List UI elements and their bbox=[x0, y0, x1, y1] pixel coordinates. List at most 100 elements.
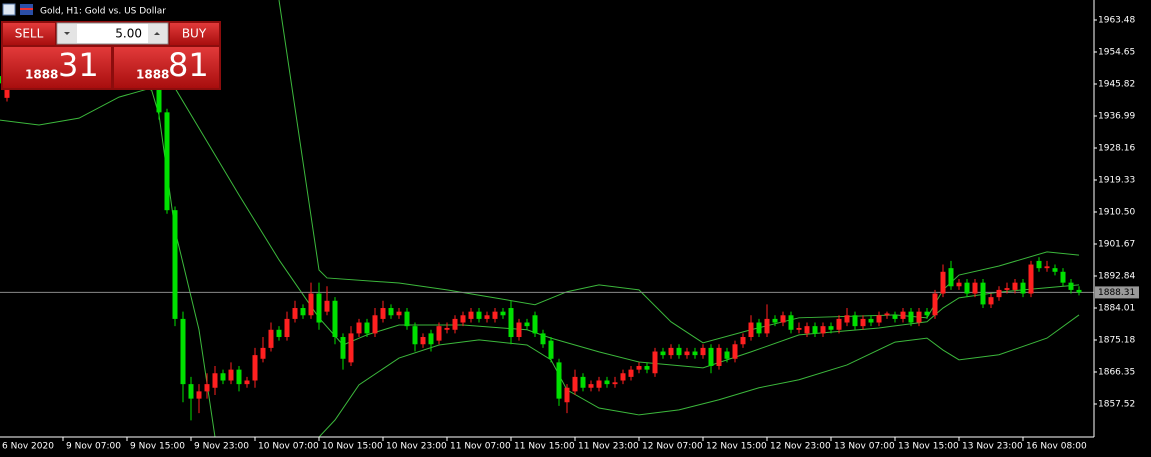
x-tick-label: 12 Nov 23:00 bbox=[770, 442, 831, 452]
candle-body bbox=[1044, 266, 1050, 269]
candle-body bbox=[260, 347, 266, 359]
candle-body bbox=[788, 315, 794, 330]
buy-button[interactable] bbox=[170, 23, 219, 45]
candle-body bbox=[508, 308, 514, 338]
candle-body bbox=[252, 355, 258, 381]
candle-body bbox=[532, 315, 538, 334]
ask-box[interactable] bbox=[114, 47, 219, 88]
x-tick-label: 11 Nov 07:00 bbox=[450, 442, 511, 452]
candle-body bbox=[828, 326, 834, 330]
y-tick-label: 1963.48 bbox=[1098, 16, 1135, 26]
candle-body bbox=[612, 382, 618, 385]
candle-body bbox=[316, 293, 322, 323]
candle-body bbox=[436, 326, 442, 341]
candle-body bbox=[1068, 282, 1074, 290]
candle-body bbox=[732, 344, 738, 359]
candle-body bbox=[268, 329, 274, 348]
ask-price: 1888 bbox=[136, 68, 169, 82]
candle-body bbox=[1052, 268, 1058, 272]
up-arrow bbox=[154, 32, 160, 35]
candle-body bbox=[988, 297, 994, 305]
candle-body bbox=[748, 322, 754, 338]
candle-body bbox=[580, 376, 586, 388]
candle-body bbox=[676, 347, 682, 356]
candle-body bbox=[332, 300, 338, 338]
volume-box[interactable] bbox=[56, 22, 169, 45]
candle-body bbox=[524, 322, 530, 327]
x-tick-label: 10 Nov 23:00 bbox=[386, 442, 447, 452]
candle-body bbox=[980, 282, 986, 305]
candle-body bbox=[396, 311, 402, 316]
y-tick-label: 1954.65 bbox=[1098, 48, 1135, 58]
candle-body bbox=[716, 347, 722, 367]
candle-body bbox=[620, 373, 626, 381]
x-tick-label: 10 Nov 07:00 bbox=[258, 442, 319, 452]
candle-body bbox=[372, 315, 378, 334]
x-tick-label: 16 Nov 08:00 bbox=[1026, 442, 1087, 452]
candle-body bbox=[164, 112, 170, 211]
candle-body bbox=[380, 308, 386, 319]
y-tick-label: 1901.67 bbox=[1098, 239, 1135, 249]
candle-body bbox=[156, 86, 162, 113]
candle-body bbox=[868, 318, 874, 323]
candle-body bbox=[708, 347, 714, 367]
y-tick-label: 1910.50 bbox=[1098, 207, 1135, 217]
candle-body bbox=[772, 318, 778, 323]
candle-body bbox=[484, 315, 490, 319]
candle-body bbox=[948, 268, 954, 287]
candle-body bbox=[700, 347, 706, 356]
candle-body bbox=[644, 366, 650, 370]
candle-body bbox=[340, 337, 346, 359]
candle-body bbox=[740, 337, 746, 345]
candle-body bbox=[972, 282, 978, 294]
candle-body bbox=[444, 327, 450, 330]
x-tick-label: 11 Nov 15:00 bbox=[514, 442, 575, 452]
down-arrow bbox=[64, 32, 70, 35]
candle-body bbox=[212, 373, 218, 388]
sell-label: SELL bbox=[15, 27, 44, 41]
candle-body bbox=[884, 313, 890, 316]
candle-body bbox=[188, 384, 194, 399]
y-tick-label: 1945.82 bbox=[1098, 80, 1135, 90]
candle-body bbox=[596, 380, 602, 388]
volume[interactable]: 5.00 bbox=[115, 27, 142, 41]
y-tick-label: 1936.99 bbox=[1098, 111, 1135, 121]
x-tick-label: 13 Nov 23:00 bbox=[962, 442, 1023, 452]
candle-body bbox=[764, 318, 770, 334]
price-label-bg bbox=[1095, 286, 1139, 299]
candle-body bbox=[1012, 282, 1018, 290]
candle-body bbox=[820, 326, 826, 334]
candle-body bbox=[180, 318, 186, 385]
bid-price: 1888 bbox=[25, 68, 58, 82]
candle-body bbox=[756, 322, 762, 334]
candle-body bbox=[412, 326, 418, 345]
candle-body bbox=[1060, 271, 1066, 283]
y-tick-label: 1857.52 bbox=[1098, 399, 1135, 409]
y-tick-label: 1866.35 bbox=[1098, 367, 1135, 377]
x-tick-label: 13 Nov 07:00 bbox=[834, 442, 895, 452]
sell-button[interactable] bbox=[3, 23, 55, 45]
y-tick-label: 1919.33 bbox=[1098, 175, 1135, 185]
candle-body bbox=[892, 315, 898, 319]
candle-body bbox=[308, 293, 314, 316]
candle-body bbox=[684, 351, 690, 356]
candle-body bbox=[876, 315, 882, 323]
x-tick-label: 6 Nov 2020 bbox=[2, 442, 54, 452]
candle-body bbox=[564, 387, 570, 403]
candle-body bbox=[244, 380, 250, 385]
candle-body bbox=[1004, 288, 1010, 290]
window-icon bbox=[2, 3, 16, 16]
candle-body bbox=[588, 384, 594, 388]
x-tick-label: 9 Nov 23:00 bbox=[194, 442, 249, 452]
candle-body bbox=[516, 322, 522, 338]
bid-box[interactable] bbox=[3, 47, 111, 88]
candle-body bbox=[604, 380, 610, 385]
ask-pips: 81 bbox=[168, 46, 209, 84]
x-tick-label: 13 Nov 15:00 bbox=[898, 442, 959, 452]
band-line bbox=[0, 87, 1080, 437]
candle-body bbox=[276, 329, 282, 338]
candle-body bbox=[844, 315, 850, 323]
candle-body bbox=[364, 322, 370, 334]
